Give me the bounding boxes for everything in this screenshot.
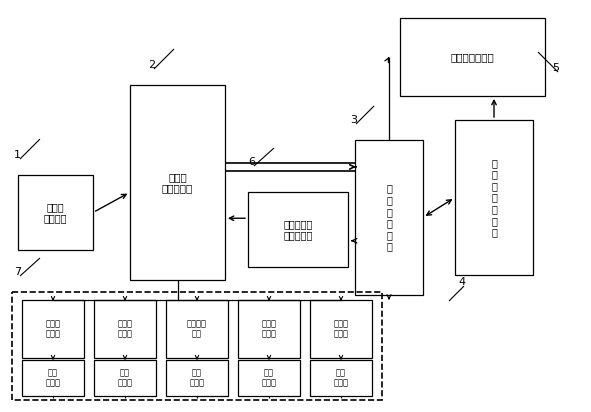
Text: 副小车
代电机: 副小车 代电机 <box>333 319 349 339</box>
Text: 6: 6 <box>248 157 255 167</box>
FancyBboxPatch shape <box>166 360 228 396</box>
FancyBboxPatch shape <box>400 18 545 96</box>
Text: 2: 2 <box>148 60 155 70</box>
Text: 显示及声音组件: 显示及声音组件 <box>450 52 495 62</box>
FancyBboxPatch shape <box>18 175 93 250</box>
FancyBboxPatch shape <box>238 360 300 396</box>
Text: 旋转
编码器: 旋转 编码器 <box>46 368 60 388</box>
FancyBboxPatch shape <box>248 192 348 267</box>
Text: 主小车
代电机: 主小车 代电机 <box>261 319 277 339</box>
FancyBboxPatch shape <box>455 120 533 275</box>
FancyBboxPatch shape <box>310 360 372 396</box>
Text: 旋转
编码器: 旋转 编码器 <box>333 368 349 388</box>
FancyBboxPatch shape <box>22 300 84 358</box>
Text: 数
据
交
换
组
件: 数 据 交 换 组 件 <box>386 183 392 251</box>
FancyBboxPatch shape <box>166 300 228 358</box>
FancyBboxPatch shape <box>310 300 372 358</box>
Text: 4: 4 <box>458 277 465 287</box>
Text: 5: 5 <box>552 63 559 73</box>
Text: 主起升
代电机: 主起升 代电机 <box>46 319 60 339</box>
FancyBboxPatch shape <box>238 300 300 358</box>
FancyBboxPatch shape <box>355 140 423 295</box>
Text: 起重机
电气控制柜: 起重机 电气控制柜 <box>162 172 193 193</box>
Text: 大车替代
电机: 大车替代 电机 <box>187 319 207 339</box>
Text: 起重机
操作装置: 起重机 操作装置 <box>44 202 67 223</box>
Text: 虚拟场景信
号反馈组件: 虚拟场景信 号反馈组件 <box>283 219 313 240</box>
Text: 3: 3 <box>350 115 357 125</box>
Text: 旋转
编码器: 旋转 编码器 <box>118 368 132 388</box>
FancyBboxPatch shape <box>94 300 156 358</box>
FancyBboxPatch shape <box>22 360 84 396</box>
FancyBboxPatch shape <box>130 85 225 280</box>
Text: 1: 1 <box>14 150 21 160</box>
FancyBboxPatch shape <box>94 360 156 396</box>
Text: 7: 7 <box>14 267 21 277</box>
Text: 辅起升
代电机: 辅起升 代电机 <box>118 319 132 339</box>
Text: 仿
真
计
算
机
组
件: 仿 真 计 算 机 组 件 <box>491 158 497 237</box>
Text: 旋转
编码器: 旋转 编码器 <box>190 368 204 388</box>
Text: 旋转
编码器: 旋转 编码器 <box>261 368 277 388</box>
